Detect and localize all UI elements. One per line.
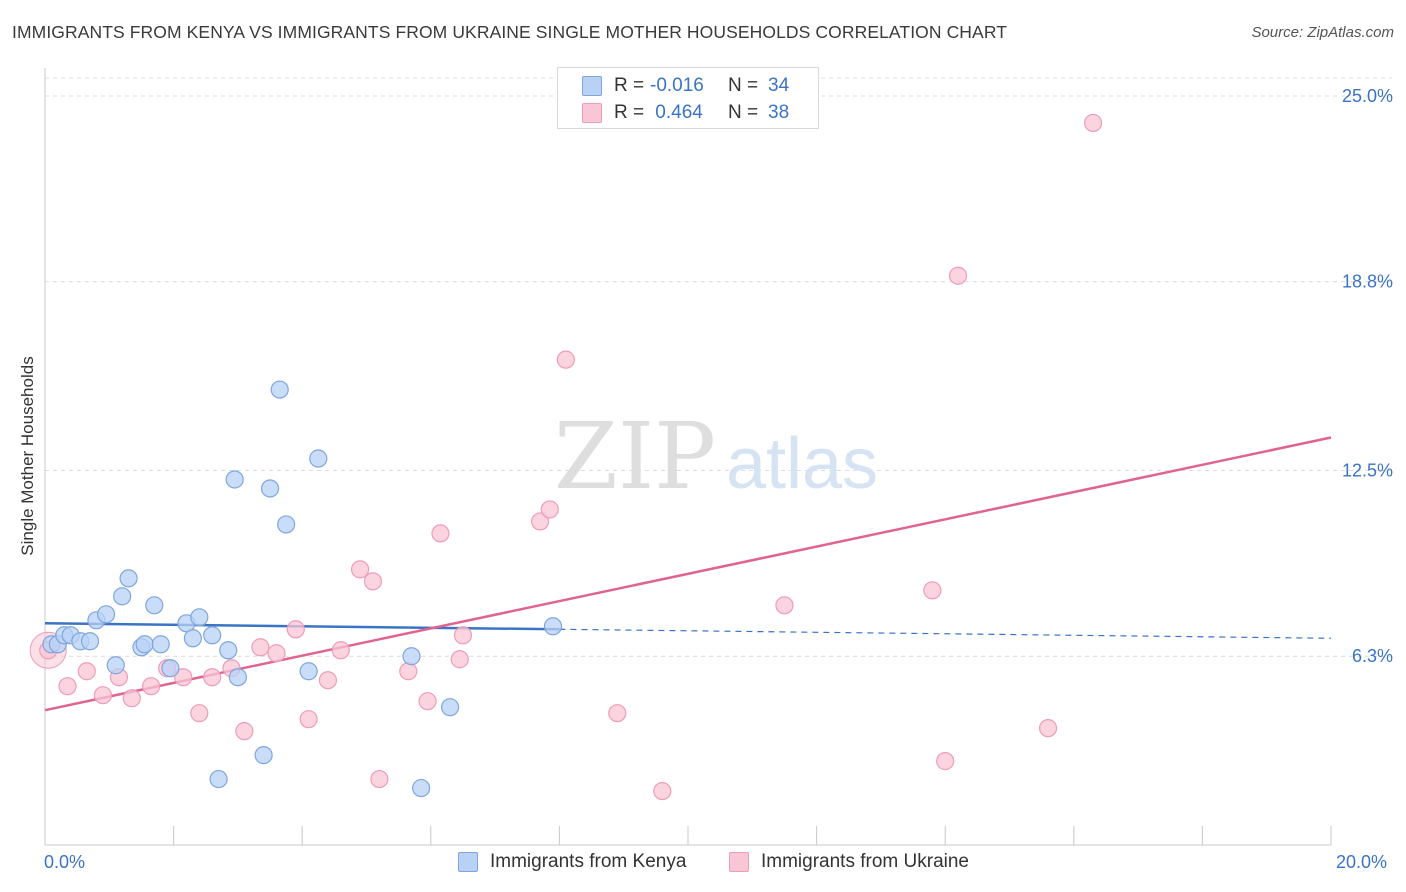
legend-row-kenya: R = -0.016 N = 34 (582, 74, 789, 98)
y-tick-labels: 6.3% 12.5% 18.8% 25.0% (1342, 86, 1393, 666)
kenya-point (219, 641, 238, 660)
y-axis-label: Single Mother Households (18, 356, 37, 556)
ukraine-point (775, 596, 794, 615)
watermark: ZIP atlas (554, 403, 878, 510)
correlation-legend: R = -0.016 N = 34 R = 0.464 N = 38 (557, 67, 819, 129)
kenya-point (96, 605, 116, 624)
ukraine-point (299, 710, 318, 729)
y-tick-label: 12.5% (1342, 460, 1393, 480)
n-value: 38 (768, 102, 790, 123)
kenya-point (543, 617, 563, 636)
kenya-point (228, 668, 247, 687)
ukraine-point (936, 752, 955, 771)
kenya-point (145, 596, 164, 615)
kenya-point (119, 569, 138, 588)
kenya-point (151, 635, 170, 654)
ukraine-point (122, 689, 141, 708)
ukraine-point (399, 662, 418, 681)
kenya-swatch (458, 852, 478, 872)
grid-layer (45, 77, 1392, 657)
kenya-point (254, 746, 273, 765)
ukraine-point (190, 704, 209, 723)
ukraine-point (948, 266, 968, 285)
ukraine-point (556, 350, 575, 369)
ukraine-point (540, 500, 559, 519)
ukraine-point (370, 769, 389, 789)
kenya-point (161, 659, 180, 678)
ukraine-point (350, 560, 370, 579)
axis-layer (44, 68, 1332, 846)
kenya-point (299, 662, 318, 681)
n-label: N = (728, 102, 759, 123)
kenya-point (270, 380, 289, 399)
ukraine-point (450, 650, 469, 669)
ukraine-point (267, 644, 286, 663)
kenya-point (225, 470, 244, 489)
ukraine-point (331, 641, 350, 660)
kenya-point (440, 698, 460, 717)
kenya-trend-extension (559, 628, 1332, 639)
ukraine-point (418, 692, 437, 711)
ukraine-point (203, 668, 222, 687)
ukraine-point (286, 620, 305, 639)
n-label: N = (728, 75, 759, 96)
ukraine-point (923, 581, 942, 600)
watermark-atlas: atlas (726, 424, 878, 504)
ukraine-point (318, 671, 338, 690)
ukraine-point (1083, 113, 1103, 133)
x-tick-label-min: 0.0% (44, 852, 86, 872)
kenya-point (113, 587, 132, 606)
kenya-point (209, 769, 228, 789)
r-label: R = (614, 75, 645, 96)
legend-row-ukraine: R = 0.464 N = 38 (582, 101, 789, 125)
kenya-point (80, 632, 100, 651)
ukraine-point (363, 572, 383, 591)
r-value: -0.016 (650, 75, 704, 96)
y-tick-label: 18.8% (1342, 272, 1393, 292)
ukraine-trend-line (44, 436, 1332, 712)
ukraine-point (653, 781, 672, 801)
ukraine-point (77, 662, 96, 681)
ukraine-swatch (582, 103, 602, 123)
x-tick-label-max: 20.0% (1336, 852, 1388, 872)
n-value: 34 (768, 75, 790, 96)
kenya-swatch (582, 76, 602, 96)
ukraine-point (453, 626, 473, 645)
ukraine-point (531, 512, 550, 531)
legend-label-ukraine: Immigrants from Ukraine (761, 851, 969, 872)
kenya-point (309, 449, 328, 468)
kenya-point (402, 647, 421, 666)
ukraine-point (431, 524, 450, 543)
chart-title: IMMIGRANTS FROM KENYA VS IMMIGRANTS FROM… (12, 22, 1008, 42)
ukraine-point (608, 704, 627, 723)
ukraine-point (58, 677, 77, 696)
y-tick-label: 6.3% (1352, 646, 1393, 666)
kenya-point (260, 479, 280, 498)
source-credit: Source: ZipAtlas.com (1251, 24, 1394, 41)
kenya-point (183, 629, 202, 648)
kenya-point (106, 656, 125, 675)
kenya-point (412, 778, 431, 798)
ukraine-point (251, 638, 270, 657)
legend-item-kenya: Immigrants from Kenya (458, 851, 686, 873)
legend-label-kenya: Immigrants from Kenya (490, 851, 687, 872)
ukraine-point (93, 686, 112, 705)
watermark-zip: ZIP (554, 403, 716, 510)
kenya-point (135, 635, 154, 654)
ukraine-swatch (729, 852, 749, 872)
r-value: 0.464 (650, 102, 703, 123)
ukraine-point (1038, 719, 1058, 738)
kenya-point (190, 608, 209, 627)
series-legend: Immigrants from Kenya Immigrants from Uk… (0, 851, 1406, 879)
legend-item-ukraine: Immigrants from Ukraine (729, 851, 969, 873)
ukraine-point (235, 722, 254, 741)
point-layer (29, 113, 1103, 801)
kenya-point (203, 626, 222, 645)
kenya-point (277, 515, 296, 534)
ukraine-point (141, 677, 161, 696)
r-label: R = (614, 102, 645, 123)
ukraine-point (174, 668, 193, 687)
y-tick-label: 25.0% (1342, 86, 1393, 106)
